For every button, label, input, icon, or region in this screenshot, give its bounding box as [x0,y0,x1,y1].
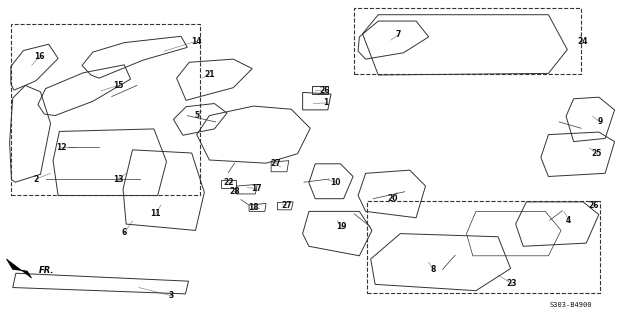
Text: 5: 5 [194,111,199,120]
Text: 25: 25 [592,149,602,158]
Text: S303-B4900: S303-B4900 [549,301,592,308]
Text: 23: 23 [506,279,517,288]
Text: 13: 13 [113,174,123,184]
Text: 19: 19 [337,222,347,231]
Polygon shape [6,259,32,278]
Text: 8: 8 [430,265,436,274]
Text: 16: 16 [34,52,44,61]
Bar [11,24,200,195]
Text: FR.: FR. [39,266,54,275]
Text: 6: 6 [122,228,127,237]
Text: 27: 27 [281,201,292,210]
Text: 26: 26 [320,86,330,95]
Text: 14: 14 [192,36,202,45]
Text: 26: 26 [589,202,599,211]
Text: 15: 15 [113,81,123,90]
Text: 22: 22 [223,178,234,187]
Text: 9: 9 [598,117,603,126]
Text: 11: 11 [151,209,161,219]
Text: 12: 12 [56,143,66,152]
Text: 27: 27 [270,159,281,168]
Text: 21: 21 [204,70,215,79]
Text: 17: 17 [251,184,262,193]
Text: 20: 20 [387,194,398,203]
Text: 24: 24 [577,36,587,45]
Text: 7: 7 [396,30,401,39]
Text: 10: 10 [330,178,341,187]
Text: 3: 3 [169,291,174,300]
Bar [354,8,581,74]
Text: 1: 1 [323,99,329,108]
Text: 28: 28 [229,187,240,196]
Bar [367,201,600,293]
Text: 4: 4 [566,216,571,225]
Text: 2: 2 [34,174,39,184]
Text: 18: 18 [248,203,259,212]
